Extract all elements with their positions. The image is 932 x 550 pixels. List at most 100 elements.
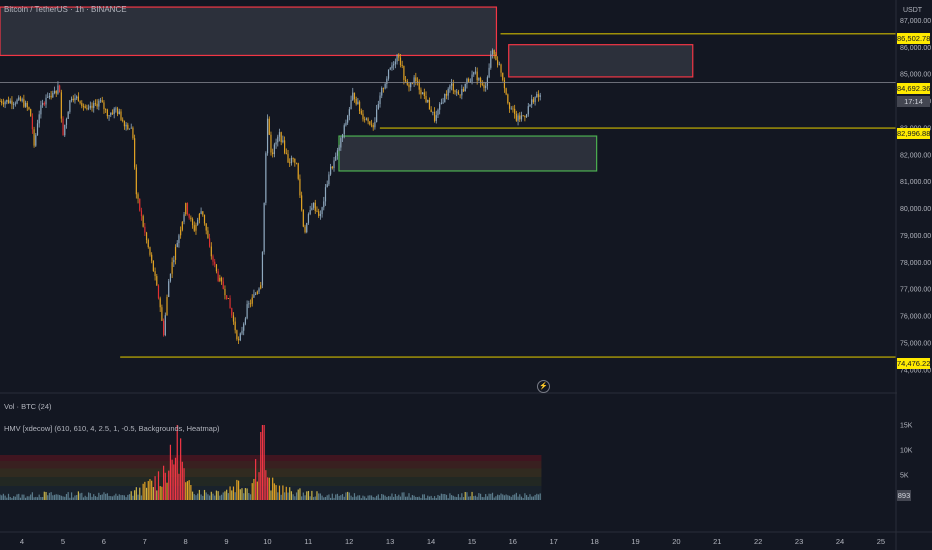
candle-body	[237, 339, 240, 341]
volume-bar	[77, 491, 79, 500]
volume-bar	[101, 494, 103, 500]
candle-body	[91, 105, 93, 108]
volume-bar	[500, 493, 502, 500]
candle-body	[514, 108, 516, 114]
volume-bar	[98, 492, 100, 500]
candle-body	[69, 100, 71, 112]
candle-body	[28, 107, 30, 110]
volume-bar	[539, 493, 541, 500]
candle-body	[285, 152, 287, 154]
candle-body	[468, 78, 470, 82]
volume-bar	[258, 472, 260, 500]
symbol-title[interactable]: Bitcoin / TetherUS · 1h · BINANCE	[4, 5, 127, 14]
volume-bar	[229, 486, 231, 500]
volume-bar	[205, 492, 207, 500]
volume-bar	[152, 487, 154, 500]
candle-body	[81, 103, 83, 107]
volume-bar	[515, 492, 517, 500]
candle-body	[0, 101, 1, 102]
candle-body	[357, 101, 359, 105]
volume-bar	[532, 496, 535, 500]
hmv-legend[interactable]: HMV [xdecow] (610, 610, 4, 2.5, 1, -0.5,…	[4, 424, 220, 433]
volume-bar	[316, 491, 318, 500]
candle-body	[396, 54, 398, 62]
volume-bar	[232, 486, 235, 500]
price-tick-label: 77,000.00	[900, 287, 931, 294]
volume-bar	[355, 496, 357, 500]
candle-body	[527, 106, 529, 115]
price-axis[interactable]: 87,000.0086,000.0085,000.0084,000.0083,0…	[900, 18, 931, 374]
candle-body	[324, 187, 327, 202]
volume-bar	[111, 496, 114, 500]
candle-body	[289, 162, 291, 164]
volume-bar	[341, 494, 344, 500]
volume-bar	[14, 496, 16, 500]
volume-bar	[234, 492, 236, 500]
volume-bar	[226, 489, 228, 500]
volume-bar	[183, 468, 185, 500]
volume-bar	[381, 493, 383, 500]
volume-bar	[299, 488, 301, 500]
volume-bar	[423, 494, 425, 500]
candle-body	[137, 194, 139, 199]
candle-body	[19, 97, 22, 101]
volume-bar	[219, 495, 221, 500]
candle-body	[24, 102, 27, 107]
volume-bar	[110, 496, 112, 500]
candle-body	[444, 94, 446, 103]
volume-bar	[244, 488, 246, 500]
candle-body	[260, 285, 262, 289]
volume-axis[interactable]: 15K 10K 5K	[900, 423, 913, 480]
volume-bar	[468, 496, 470, 500]
volume-bar	[324, 496, 327, 500]
candle-body	[125, 124, 127, 127]
volume-bar	[94, 496, 97, 500]
volume-bar	[26, 496, 28, 500]
countdown-tag: 17:14	[897, 96, 930, 107]
candle-body	[266, 118, 269, 154]
volume-bar	[425, 498, 427, 500]
candle-body	[503, 79, 506, 89]
candle-body	[290, 157, 293, 164]
upper-red-zone	[0, 6, 498, 57]
date-tick-label: 13	[386, 537, 394, 546]
volume-bar	[261, 425, 264, 500]
candle-body	[275, 142, 277, 145]
candle-body	[416, 81, 419, 82]
volume-bar	[522, 498, 524, 500]
volume-bar	[483, 497, 485, 500]
volume-bar	[185, 482, 187, 500]
volume-bar	[81, 492, 83, 500]
volume-bar	[444, 494, 446, 500]
candle-body	[166, 297, 168, 316]
volume-bar	[55, 494, 57, 500]
volume-bar	[287, 492, 289, 500]
volume-bar	[270, 490, 272, 500]
candle-body	[43, 102, 45, 105]
volume-bar	[186, 481, 189, 500]
volume-bar	[302, 492, 304, 500]
candle-body	[427, 99, 429, 102]
candle-body	[490, 54, 492, 68]
date-tick-label: 9	[224, 537, 228, 546]
candle-body	[36, 123, 39, 136]
candle-body	[435, 115, 437, 121]
volume-bar	[195, 495, 197, 500]
volume-bar	[473, 496, 475, 500]
date-axis[interactable]: 4 5 6 7 8 9 10 11 12 13 14 15 16 17 18 19 20 21 22 23 24 25	[20, 537, 885, 546]
candle-body	[532, 99, 535, 103]
volume-bar	[343, 496, 345, 500]
volume-bar	[236, 479, 238, 500]
candle-body	[534, 97, 536, 103]
volume-bar	[404, 496, 407, 500]
volume-bar	[120, 495, 122, 500]
volume-bar	[330, 497, 332, 500]
volume-bar	[277, 492, 279, 500]
volume-bar	[231, 490, 233, 500]
candle-body	[406, 81, 408, 85]
currency-label[interactable]: USDT	[903, 7, 923, 14]
volume-legend[interactable]: Vol · BTC (24)	[4, 402, 52, 411]
volume-bar	[353, 493, 356, 500]
lightning-icon[interactable]: ⚡	[537, 380, 550, 393]
